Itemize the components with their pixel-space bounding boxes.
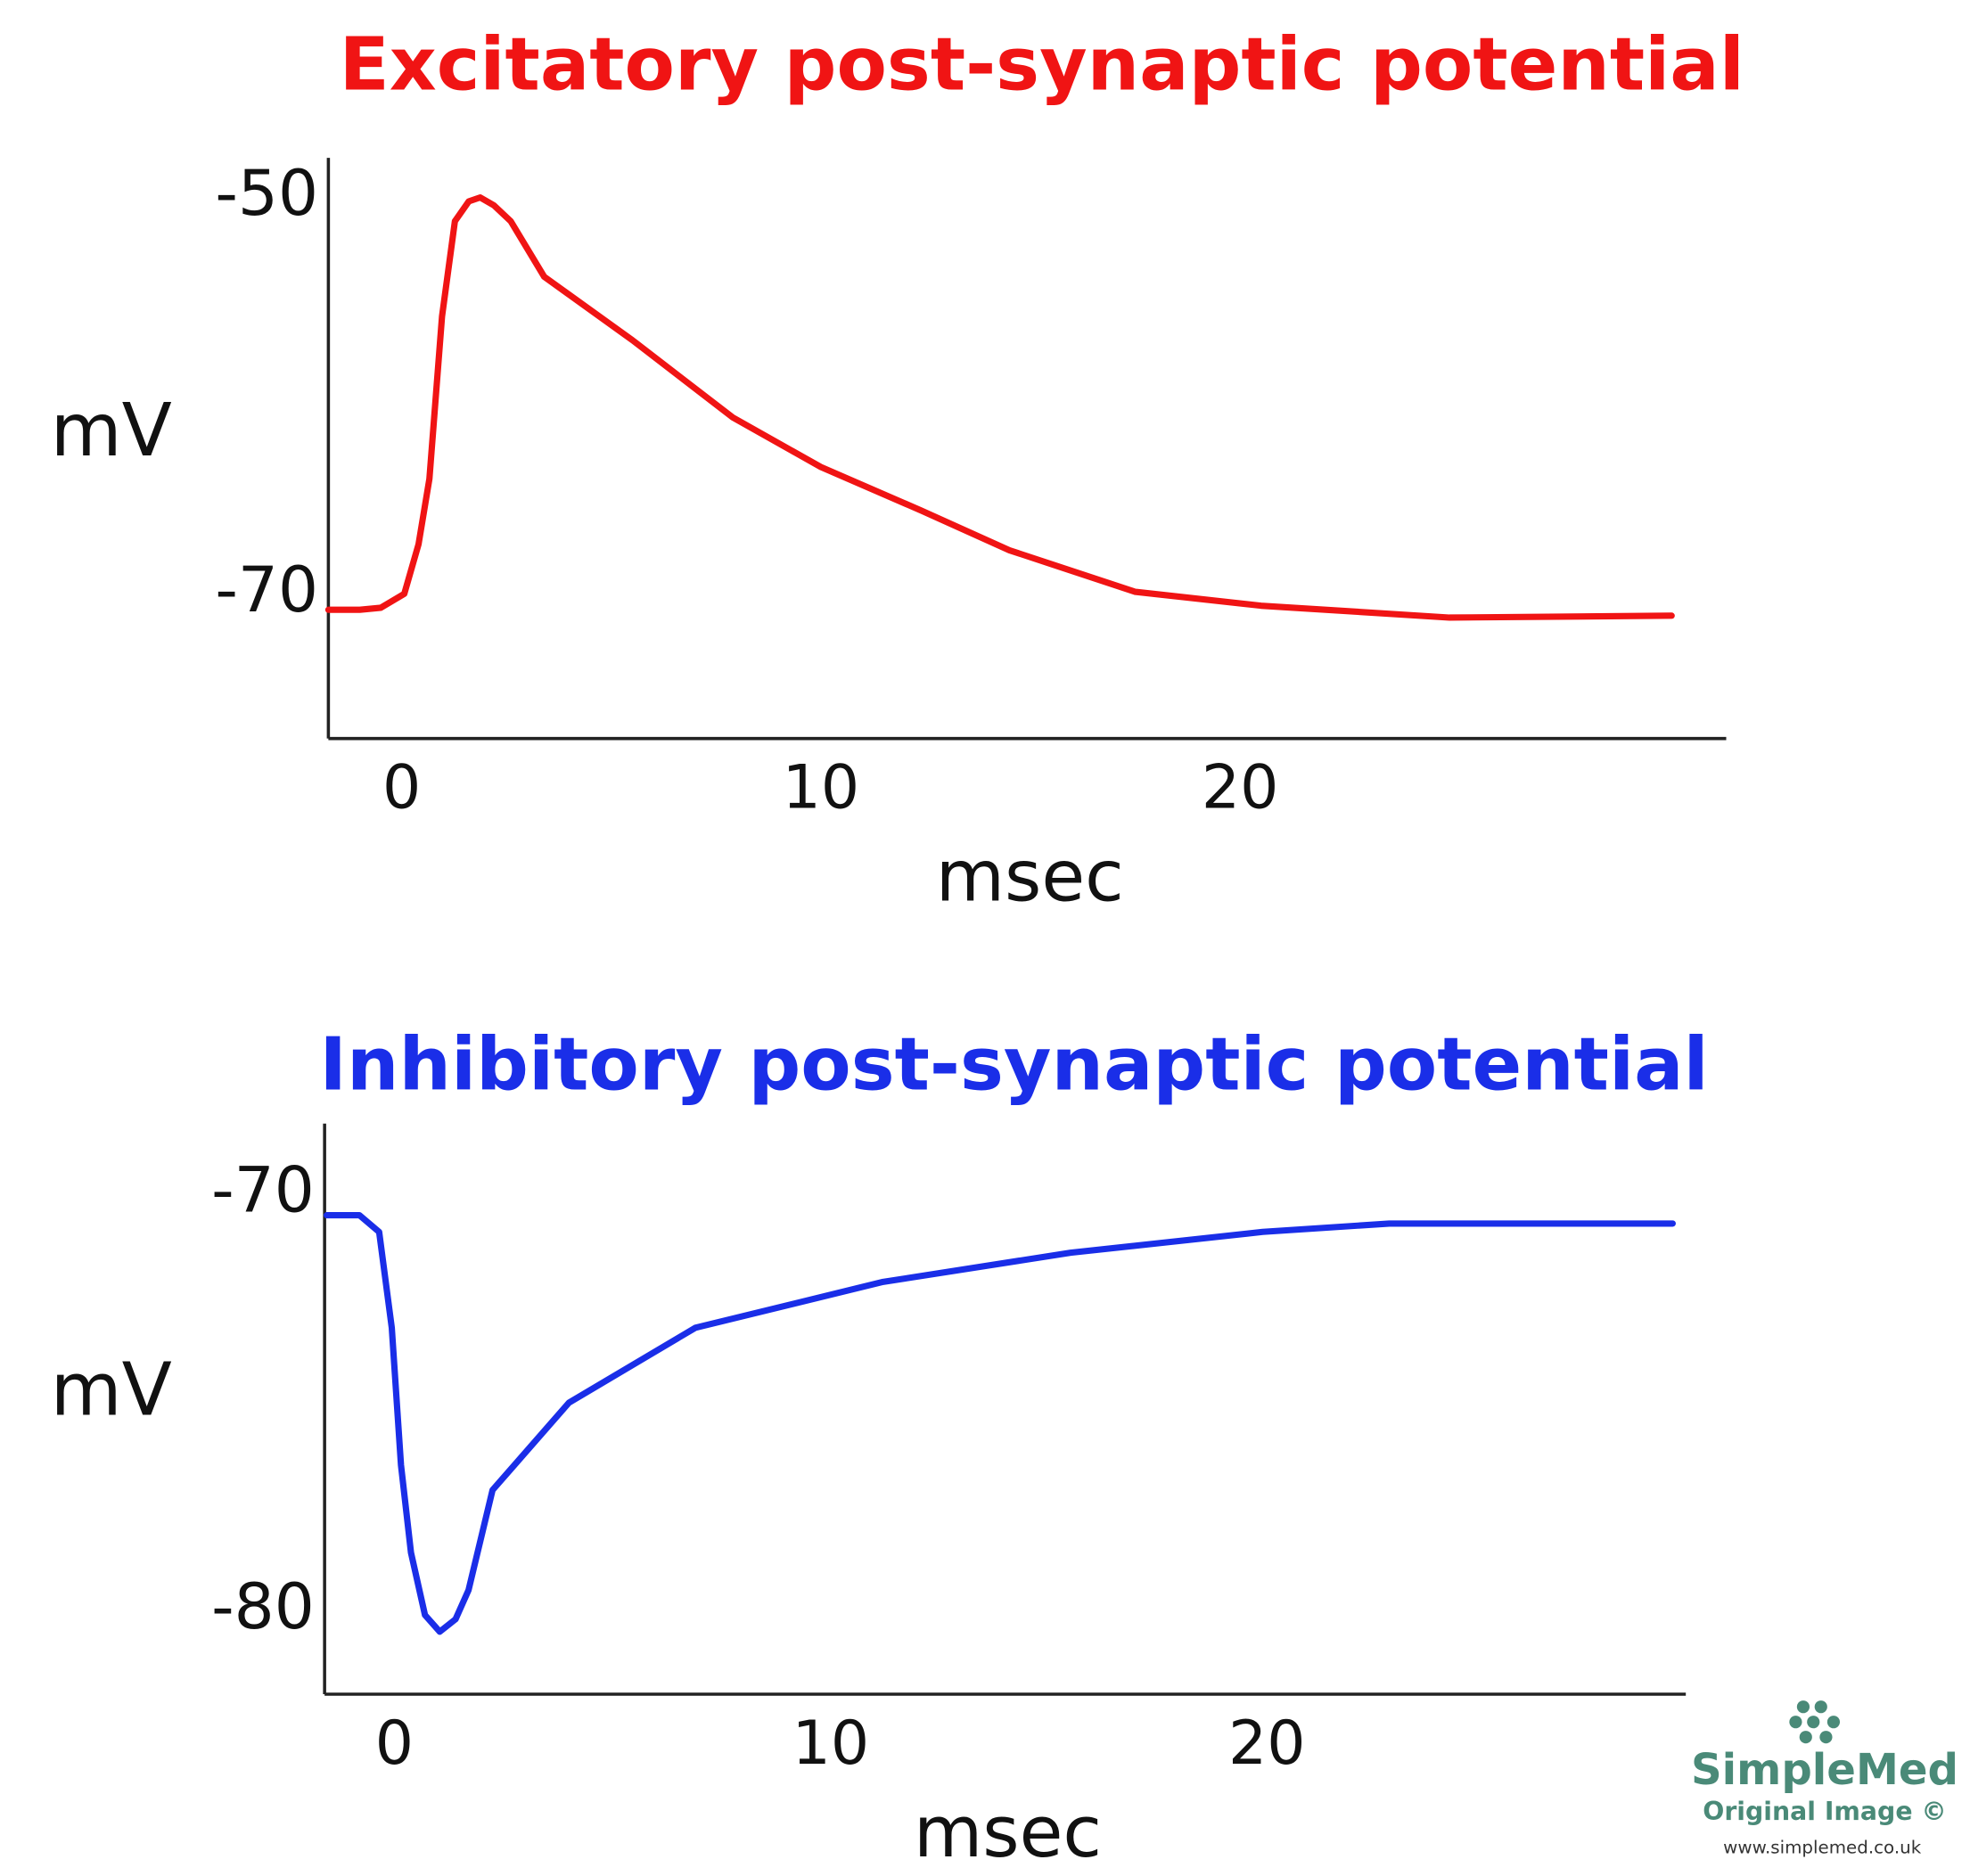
chart-title: Inhibitory post-synaptic potential	[319, 1022, 1708, 1107]
x-tick-label: 0	[382, 753, 421, 823]
logo-copyright: Original Image ©	[1703, 1797, 1946, 1826]
y-tick-label: -70	[215, 553, 318, 627]
data-line	[324, 194, 1675, 621]
x-tick-label: 20	[1228, 1708, 1306, 1779]
x-tick-label: 20	[1202, 753, 1279, 823]
y-axis-label: mV	[51, 389, 172, 473]
y-tick-label: -80	[211, 1569, 315, 1643]
x-tick-label: 0	[375, 1708, 414, 1779]
logo-icon	[1789, 1700, 1841, 1744]
chart-title: Excitatory post-synaptic potential	[340, 22, 1744, 107]
data-line	[324, 1212, 1676, 1635]
logo-brand: SimpleMed	[1691, 1745, 1958, 1795]
x-tick-label: 10	[783, 753, 860, 823]
x-axis-label: msec	[936, 835, 1124, 918]
y-tick-label: -70	[211, 1153, 315, 1227]
logo-url: www.simplemed.co.uk	[1723, 1837, 1922, 1857]
x-axis-label: msec	[914, 1790, 1102, 1873]
x-tick-label: 10	[792, 1708, 870, 1779]
y-tick-label: -50	[215, 156, 318, 230]
y-axis-label: mV	[51, 1348, 172, 1433]
